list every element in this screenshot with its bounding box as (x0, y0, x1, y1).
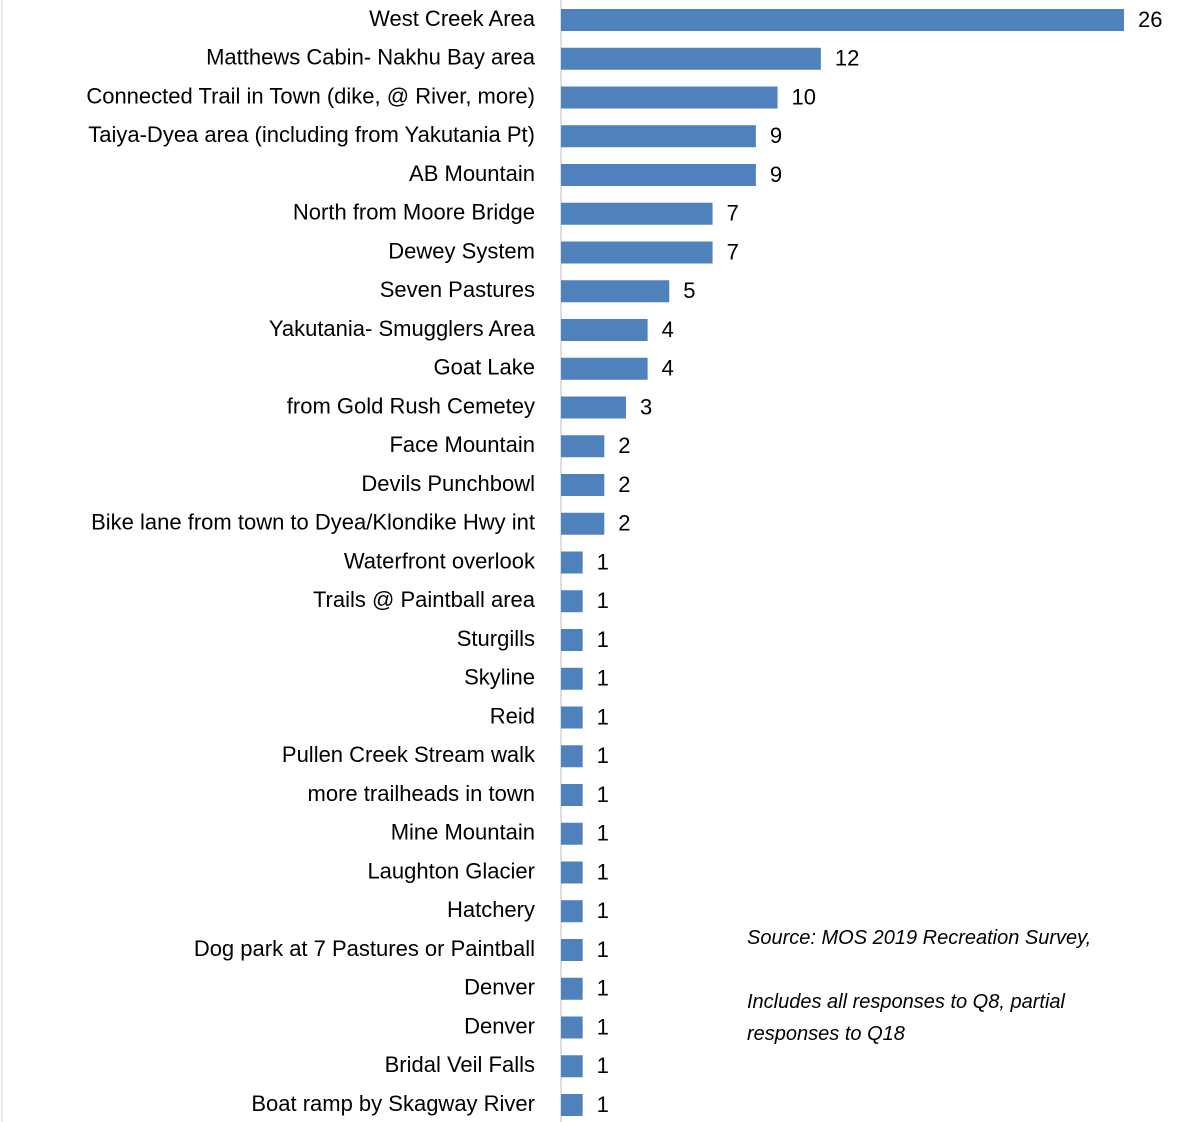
value-label: 2 (618, 433, 630, 458)
category-label: Dog park at 7 Pastures or Paintball (194, 936, 535, 961)
category-label: Pullen Creek Stream walk (282, 742, 536, 767)
category-label: Mine Mountain (391, 820, 535, 845)
bar (561, 125, 756, 148)
bar (561, 9, 1124, 31)
bar (561, 357, 648, 380)
category-label: Matthews Cabin- Nakhu Bay area (206, 45, 536, 70)
value-label: 1 (597, 549, 609, 574)
value-label: 1 (597, 976, 609, 1001)
value-label: 12 (835, 46, 859, 71)
category-label: from Gold Rush Cemetey (287, 393, 535, 418)
value-label: 1 (597, 782, 609, 807)
bar (561, 745, 583, 768)
category-label: Skyline (464, 665, 535, 690)
value-label: 1 (597, 1092, 609, 1117)
bar (561, 1055, 583, 1078)
value-label: 1 (597, 1014, 609, 1039)
bar (561, 435, 605, 458)
value-label: 3 (640, 394, 652, 419)
category-label: Boat ramp by Skagway River (251, 1091, 535, 1116)
category-label: North from Moore Bridge (293, 200, 535, 225)
category-label: Dewey System (388, 238, 535, 263)
value-label: 1 (597, 1053, 609, 1078)
value-label: 5 (683, 278, 695, 303)
category-label: Hatchery (447, 897, 535, 922)
bar (561, 319, 648, 341)
category-label: Bike lane from town to Dyea/Klondike Hwy… (91, 510, 535, 535)
value-label: 10 (792, 84, 816, 109)
category-label: Connected Trail in Town (dike, @ River, … (86, 83, 535, 108)
bar (561, 900, 583, 923)
category-label: Waterfront overlook (344, 548, 536, 573)
value-label: 4 (662, 356, 674, 381)
value-label: 9 (770, 162, 782, 187)
category-label: Denver (464, 1013, 535, 1038)
category-label: Yakutania- Smugglers Area (269, 316, 536, 341)
value-label: 7 (727, 239, 739, 264)
category-label: AB Mountain (409, 161, 535, 186)
value-label: 1 (597, 666, 609, 691)
value-label: 1 (597, 743, 609, 768)
category-label: Trails @ Paintball area (313, 587, 536, 612)
value-label: 26 (1138, 7, 1162, 32)
category-label: Taiya-Dyea area (including from Yakutani… (88, 122, 535, 147)
bar (561, 590, 583, 613)
value-label: 1 (597, 588, 609, 613)
bar (561, 551, 583, 574)
value-label: 1 (597, 859, 609, 884)
bar (561, 629, 583, 651)
category-label: Face Mountain (389, 432, 535, 457)
bar (561, 202, 713, 225)
category-label: Laughton Glacier (367, 858, 535, 883)
bar (561, 667, 583, 690)
value-label: 1 (597, 937, 609, 962)
category-label: Seven Pastures (380, 277, 535, 302)
bar (561, 86, 778, 109)
category-label: Devils Punchbowl (361, 471, 535, 496)
value-label: 1 (597, 898, 609, 923)
bar (561, 1016, 583, 1039)
category-label: West Creek Area (369, 6, 536, 31)
bar (561, 939, 583, 961)
value-label: 7 (727, 201, 739, 226)
value-label: 2 (618, 511, 630, 536)
bar (561, 280, 670, 303)
category-label: Denver (464, 975, 535, 1000)
bar (561, 784, 583, 806)
category-label: Goat Lake (433, 355, 535, 380)
bar (561, 861, 583, 884)
category-label: more trailheads in town (308, 781, 535, 806)
value-label: 1 (597, 821, 609, 846)
bar (561, 822, 583, 845)
bar (561, 164, 756, 186)
bar (561, 241, 713, 264)
category-label: Reid (490, 703, 535, 728)
bar (561, 474, 605, 496)
value-label: 1 (597, 704, 609, 729)
value-label: 4 (662, 317, 674, 342)
bar (561, 1094, 583, 1116)
bar (561, 396, 626, 419)
annotation: Source: MOS 2019 Recreation Survey, (747, 927, 1092, 949)
category-label: Bridal Veil Falls (385, 1052, 535, 1077)
category-label: Sturgills (457, 626, 535, 651)
value-label: 9 (770, 123, 782, 148)
bar (561, 706, 583, 729)
value-label: 1 (597, 627, 609, 652)
bar (561, 47, 821, 70)
bar (561, 977, 583, 1000)
annotation: Includes all responses to Q8, partial re… (747, 991, 1065, 1045)
bar (561, 512, 605, 535)
value-label: 2 (618, 472, 630, 497)
